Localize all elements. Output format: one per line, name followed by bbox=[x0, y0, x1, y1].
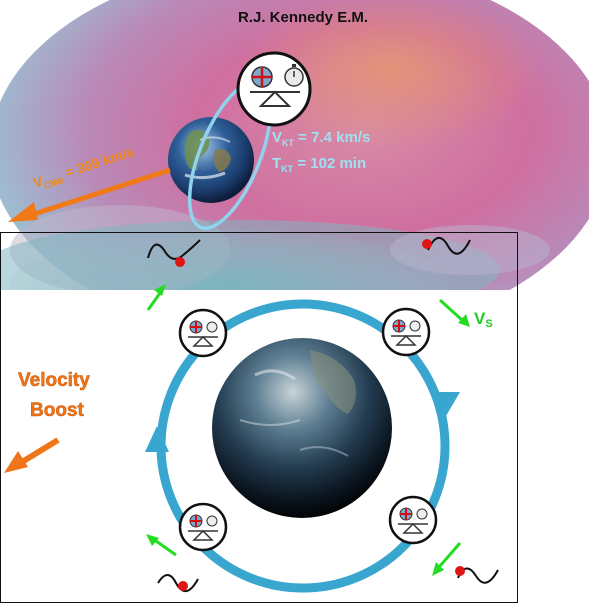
wave-icon-upper-right bbox=[422, 237, 471, 255]
instrument-icon-upper-left bbox=[178, 308, 228, 358]
orbit-arrow-right-icon bbox=[432, 392, 460, 416]
header-title: R.J. Kennedy E.M. bbox=[238, 9, 368, 26]
instrument-icon-lower-right bbox=[388, 495, 438, 545]
green-arrow-lower-left bbox=[146, 534, 177, 557]
instrument-icon-lower-left bbox=[178, 502, 228, 552]
wave-icon-lower-right bbox=[455, 566, 499, 584]
orbit-period-text: TKT = 102 min bbox=[272, 155, 366, 174]
cmb-velocity-arrow bbox=[8, 167, 171, 222]
green-arrow-lower-right bbox=[432, 542, 462, 576]
orbit-arrow-left-icon bbox=[145, 426, 169, 452]
velocity-boost-line1: Velocity bbox=[18, 370, 90, 391]
wave-icon-lower-left bbox=[157, 574, 199, 592]
orbit-velocity-text: VKT = 7.4 km/s bbox=[272, 129, 370, 148]
satellite-orbit-ring bbox=[145, 299, 460, 593]
wave-icon-upper-left bbox=[147, 239, 201, 267]
green-arrow-upper-left bbox=[146, 284, 166, 311]
velocity-boost-arrow bbox=[4, 437, 60, 473]
earth-large bbox=[212, 338, 392, 518]
instrument-icon-top bbox=[236, 51, 312, 127]
velocity-boost-line2: Boost bbox=[30, 400, 85, 421]
satellite-velocity-label: VS bbox=[474, 309, 493, 330]
earth-small bbox=[168, 117, 254, 203]
green-arrow-upper-right bbox=[438, 298, 470, 327]
instrument-icon-upper-right bbox=[381, 307, 431, 357]
